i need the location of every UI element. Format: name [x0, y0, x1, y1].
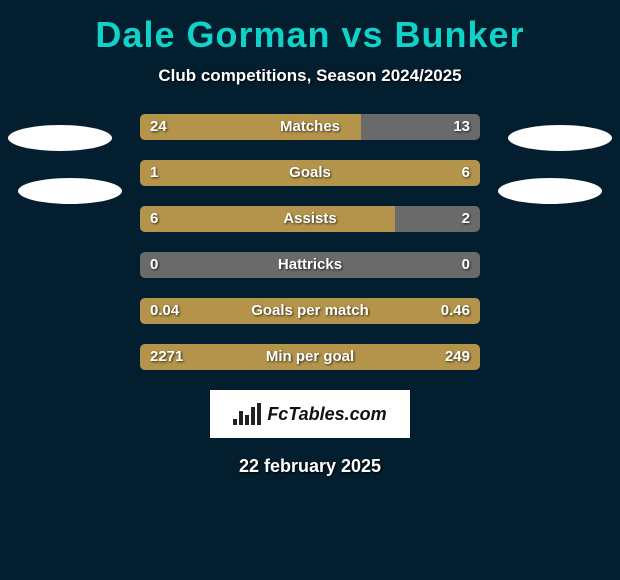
- stat-row: 1Goals6: [140, 160, 480, 186]
- stat-row: 0.04Goals per match0.46: [140, 298, 480, 324]
- stat-value-right: 0: [462, 252, 470, 278]
- stat-value-right: 6: [462, 160, 470, 186]
- stat-label: Assists: [140, 206, 480, 232]
- stat-row: 2271Min per goal249: [140, 344, 480, 370]
- stat-label: Min per goal: [140, 344, 480, 370]
- stat-row: 24Matches13: [140, 114, 480, 140]
- barchart-icon: [233, 403, 261, 425]
- stat-row: 0Hattricks0: [140, 252, 480, 278]
- side-ellipse: [18, 178, 122, 204]
- date-label: 22 february 2025: [0, 456, 620, 477]
- stat-value-right: 2: [462, 206, 470, 232]
- stat-rows: 24Matches131Goals66Assists20Hattricks00.…: [140, 114, 480, 370]
- stat-label: Hattricks: [140, 252, 480, 278]
- brand-bar: [239, 411, 243, 425]
- side-ellipse: [8, 125, 112, 151]
- brand-bar: [233, 419, 237, 425]
- brand-bar: [257, 403, 261, 425]
- stat-value-right: 249: [445, 344, 470, 370]
- side-ellipse: [508, 125, 612, 151]
- stat-value-right: 0.46: [441, 298, 470, 324]
- stat-label: Matches: [140, 114, 480, 140]
- stat-value-right: 13: [453, 114, 470, 140]
- branding-badge: FcTables.com: [210, 390, 410, 438]
- page-subtitle: Club competitions, Season 2024/2025: [0, 66, 620, 86]
- side-ellipse: [498, 178, 602, 204]
- stat-label: Goals: [140, 160, 480, 186]
- brand-bar: [245, 415, 249, 425]
- stat-row: 6Assists2: [140, 206, 480, 232]
- brand-bar: [251, 407, 255, 425]
- stat-label: Goals per match: [140, 298, 480, 324]
- branding-text: FcTables.com: [267, 404, 386, 425]
- page-title: Dale Gorman vs Bunker: [0, 0, 620, 56]
